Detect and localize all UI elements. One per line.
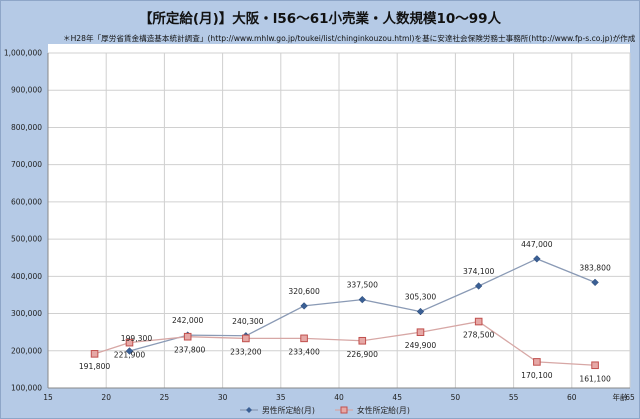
male-data-point — [125, 347, 134, 355]
x-tick-label: 25 — [160, 393, 170, 402]
male-data-point — [416, 307, 425, 316]
x-axis-title: 年齢 — [613, 392, 628, 402]
legend: 男性所定給(月) 女性所定給(月) — [240, 405, 410, 415]
x-tick-label: 50 — [451, 393, 461, 402]
data-label: 199,300 — [121, 334, 153, 343]
female-data-point — [358, 336, 367, 345]
chart-title: 【所定給(月)】大阪・l56～61小売業・人数規模10～99人 — [138, 11, 502, 27]
series-line — [94, 320, 596, 366]
female-data-point — [416, 328, 425, 337]
male-data-point — [300, 302, 308, 310]
x-tick-label: 30 — [218, 393, 228, 402]
chart-source-note: ＊H28年「厚労省賃金構造基本統計調査」(http://www.mhlw.go.… — [63, 34, 636, 43]
female-data-point — [125, 338, 134, 347]
axes: 100,000 200,000 300,000 400,000 500,000 600,0… — [4, 49, 635, 403]
data-label: 249,900 — [405, 341, 437, 350]
data-label: 337,500 — [347, 281, 379, 290]
y-tick-label: 1,000,000 — [4, 49, 42, 58]
data-label: 191,800 — [79, 362, 111, 371]
data-label: 237,800 — [174, 346, 206, 355]
y-tick-label: 800,000 — [11, 123, 42, 132]
data-label: 233,200 — [230, 347, 262, 356]
y-tick-label: 500,000 — [11, 235, 42, 244]
female-data-point — [90, 350, 99, 358]
x-tick-label: 35 — [276, 393, 286, 402]
y-tick-label: 400,000 — [11, 272, 42, 281]
female-data-point — [474, 317, 483, 326]
data-labels: 199,300 242,000 240,300 320,600 337,500 305,3… — [79, 240, 611, 383]
y-tick-label: 300,000 — [11, 309, 42, 318]
data-label: 161,100 — [579, 374, 611, 383]
y-tick-label: 900,000 — [11, 86, 42, 95]
male-data-point — [358, 295, 367, 304]
legend-label: 女性所定給(月) — [357, 405, 410, 415]
male-data-point — [533, 255, 541, 263]
data-label: 170,100 — [521, 371, 553, 380]
female-data-point — [300, 334, 308, 343]
female-data-point — [242, 334, 250, 343]
data-label: 374,100 — [463, 267, 495, 276]
x-tick-label: 15 — [43, 393, 53, 402]
y-tick-label: 200,000 — [11, 346, 42, 355]
x-tick-label: 45 — [392, 393, 402, 402]
data-label: 226,900 — [347, 350, 379, 359]
x-tick-label: 40 — [334, 393, 344, 402]
data-label: 221,900 — [114, 351, 146, 360]
data-label: 447,000 — [521, 240, 553, 249]
male-data-point — [591, 278, 599, 287]
data-label: 383,800 — [579, 263, 611, 272]
x-tick-label: 65 — [625, 393, 635, 402]
y-tick-label: 100,000 — [11, 384, 42, 393]
series-markers — [90, 255, 599, 370]
male-data-point — [474, 282, 483, 290]
data-label: 320,600 — [288, 287, 320, 296]
legend-label: 男性所定給(月) — [262, 405, 315, 415]
x-tick-label: 60 — [567, 393, 577, 402]
female-data-point — [533, 358, 541, 366]
y-tick-label: 600,000 — [11, 197, 42, 206]
data-label: 242,000 — [172, 316, 204, 325]
data-label: 305,300 — [405, 293, 437, 302]
data-label: 240,300 — [232, 317, 264, 326]
legend-marker — [340, 406, 348, 414]
x-tick-label: 20 — [101, 393, 111, 402]
data-label: 278,500 — [463, 331, 495, 340]
legend-marker — [246, 407, 252, 413]
data-label: 233,400 — [288, 347, 320, 356]
female-data-point — [183, 332, 192, 341]
y-tick-label: 700,000 — [11, 160, 42, 169]
female-data-point — [591, 361, 599, 370]
x-tick-label: 55 — [509, 393, 519, 402]
